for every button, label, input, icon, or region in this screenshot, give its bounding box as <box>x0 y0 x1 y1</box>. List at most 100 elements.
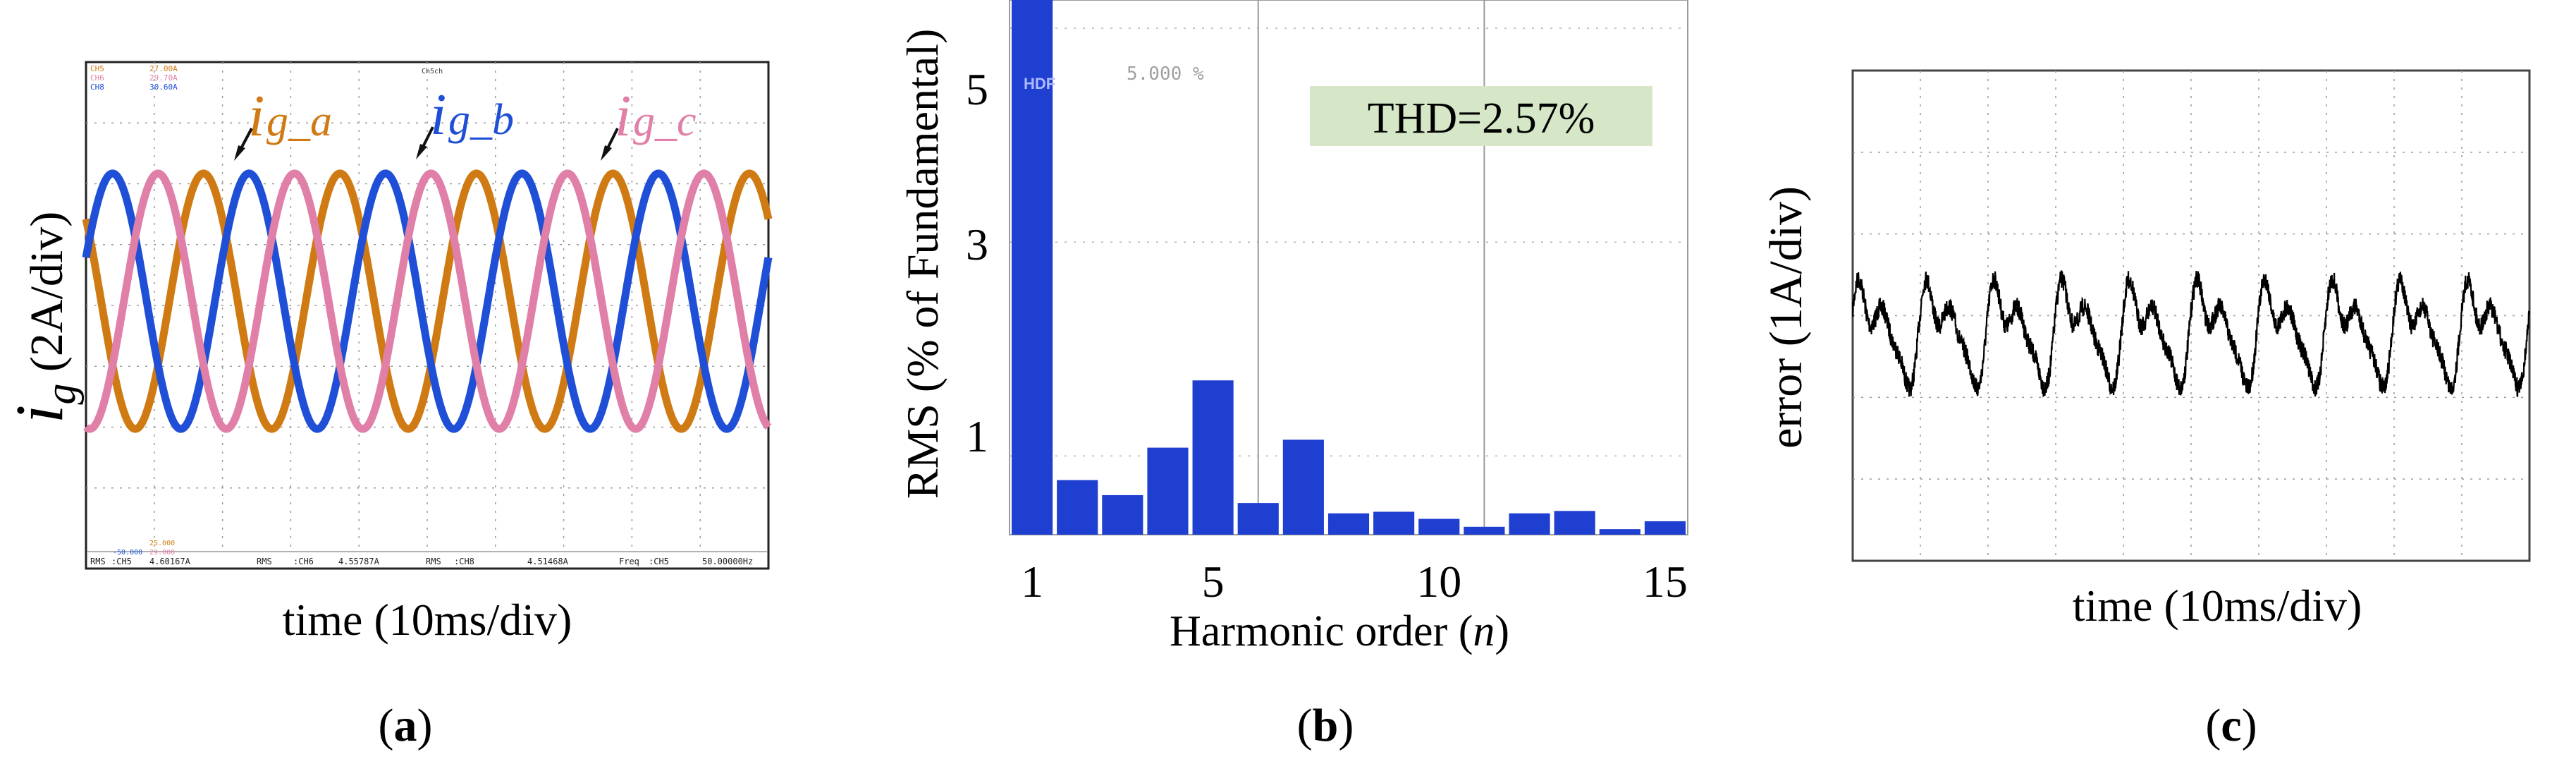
scale-label: 5.000 % <box>1127 63 1204 85</box>
panel-b-xticks: 1 5 10 15 <box>1021 557 1688 607</box>
bar-harmonic-8 <box>1327 513 1370 535</box>
thd-badge <box>1310 86 1652 146</box>
bar-harmonic-14 <box>1599 529 1640 535</box>
panel-b-xlabel-text: Harmonic order ( <box>1170 607 1473 655</box>
panel-b-xtick-label: 1 <box>1021 557 1043 607</box>
arrowhead-ig-b <box>416 144 427 159</box>
panel-b-yticks: 1 3 5 <box>966 64 988 461</box>
panel-b-caption-open: ( <box>1297 700 1313 751</box>
waveform-ig-c <box>82 169 772 433</box>
panel-c-xlabel: time (10ms/div) <box>2073 581 2362 631</box>
panel-b-ytick-label: 1 <box>966 411 988 461</box>
panel-b-xlabel: Harmonic order (n) <box>1170 607 1509 655</box>
panel-a: CH5 CH6 CH8 27.00A 29.70A 30.60A Ch5ch i… <box>1 61 773 751</box>
bar-harmonic-4 <box>1147 447 1189 535</box>
series-label-ig-b-sub: g_b <box>448 96 514 144</box>
readout-rms-ch8-value: 4.51468A <box>527 557 569 566</box>
readout-freq-ch: :CH5 <box>649 557 669 566</box>
panel-b-ylabel: RMS (% of Fundamental) <box>897 29 947 499</box>
panel-b-xlabel-close: ) <box>1495 607 1509 655</box>
panel-a-caption-letter: a <box>394 700 417 751</box>
readout-small-value-3: -50.000 <box>113 549 142 557</box>
channel-tag: Ch5ch <box>422 68 443 75</box>
bar-harmonic-10 <box>1418 518 1460 535</box>
panel-b-plot-frame <box>1009 0 1688 535</box>
panel-c-waveform <box>1851 270 2531 398</box>
readout-rms-ch5-ch: :CH5 <box>111 557 132 566</box>
panel-a-caption: (a) <box>379 700 433 751</box>
readout-rms-ch6-label: RMS <box>257 557 272 566</box>
readout-freq-label: Freq <box>619 557 639 566</box>
series-label-ig-a: i g_a <box>234 83 332 161</box>
readout-small-value-2: 29.000 <box>149 549 175 557</box>
panel-c-caption-open: ( <box>2205 700 2221 751</box>
panel-a-readout: RMS :CH5 4.60167A 25.000 29.000 -50.000 … <box>87 540 767 566</box>
series-label-ig-b-symbol: i <box>430 82 446 147</box>
waveform-ig-b <box>82 169 773 433</box>
panel-b-xtick-label: 10 <box>1416 557 1461 607</box>
bar-harmonic-1 <box>1012 0 1053 535</box>
panel-b-ytick-label: 3 <box>966 219 988 269</box>
panel-a-plot-frame <box>85 61 770 570</box>
hdf-tag: HDF <box>1024 75 1055 92</box>
panel-b-xtick-label: 5 <box>1202 557 1225 607</box>
bar-harmonic-2 <box>1057 480 1098 535</box>
header-code-ch5: CH5 <box>90 64 104 73</box>
series-label-ig-c-symbol: i <box>615 83 631 149</box>
series-label-ig-c: i g_c <box>601 83 697 161</box>
panel-b-bars <box>1012 0 1686 535</box>
thd-label: THD=2.57% <box>1368 95 1595 142</box>
arrowhead-ig-c <box>601 145 612 161</box>
waveform-ig-a <box>82 169 773 433</box>
panel-c: error (1A/div) time (10ms/div) (c) <box>1760 69 2531 751</box>
readout-rms-ch8-ch: :CH8 <box>454 557 474 566</box>
header-value-ch5: 27.00A <box>149 64 178 73</box>
readout-small-value-1: 25.000 <box>149 540 175 547</box>
panel-b-caption-letter: b <box>1313 700 1339 751</box>
readout-rms-ch8-label: RMS <box>426 557 441 566</box>
panel-a-series-labels: i g_a i g_b i g_c <box>234 82 697 161</box>
series-label-ig-b: i g_b <box>416 82 514 159</box>
panel-a-ylabel-sub: g <box>37 384 84 405</box>
bar-harmonic-9 <box>1373 511 1415 535</box>
readout-rms-ch6-ch: :CH6 <box>293 557 314 566</box>
waveform-error <box>1851 270 2531 398</box>
series-label-ig-c-sub: g_c <box>633 97 697 145</box>
panel-b: 1 5 10 15 135 HDF 5.000 % THD=2.57% RMS (% … <box>897 0 1688 751</box>
panel-c-caption-letter: c <box>2221 700 2241 751</box>
panel-a-waveforms <box>82 169 773 433</box>
readout-rms-ch5-value: 4.60167A <box>149 557 191 566</box>
readout-rms-ch6-value: 4.55787A <box>338 557 380 566</box>
header-code-ch6: CH6 <box>90 73 104 83</box>
header-code-ch8: CH8 <box>90 83 104 92</box>
readout-rms-ch5-label: RMS <box>90 557 106 566</box>
panel-b-ytick-label: 5 <box>966 64 988 114</box>
panel-a-ylabel-symbol: i <box>1 405 77 424</box>
bar-harmonic-6 <box>1237 503 1279 535</box>
panel-a-ylabel-unit: (2A/div) <box>21 212 73 384</box>
panel-c-caption: (c) <box>2205 700 2257 751</box>
bar-harmonic-15 <box>1644 521 1686 535</box>
panel-a-caption-open: ( <box>379 700 394 751</box>
series-label-ig-a-symbol: i <box>248 83 264 149</box>
panel-a-xlabel: time (10ms/div) <box>283 595 572 645</box>
panel-a-caption-close: ) <box>417 700 433 751</box>
bar-harmonic-11 <box>1464 526 1505 535</box>
panel-b-xlabel-var: n <box>1473 607 1495 655</box>
bar-harmonic-5 <box>1192 380 1234 535</box>
readout-freq-value: 50.00000Hz <box>702 557 753 566</box>
panel-b-caption-close: ) <box>1338 700 1354 751</box>
series-label-ig-a-sub: g_a <box>266 97 332 145</box>
bar-harmonic-12 <box>1509 513 1550 535</box>
panel-c-caption-close: ) <box>2242 700 2257 751</box>
bar-harmonic-7 <box>1282 439 1324 535</box>
bar-harmonic-13 <box>1554 511 1595 535</box>
header-value-ch6: 29.70A <box>149 73 178 83</box>
panel-c-ylabel: error (1A/div) <box>1760 186 1812 449</box>
panel-a-header: CH5 CH6 CH8 27.00A 29.70A 30.60A Ch5ch <box>90 64 443 92</box>
panel-b-xtick-label: 15 <box>1643 557 1688 607</box>
arrowhead-ig-a <box>234 145 245 161</box>
panel-a-ylabel: ig (2A/div) <box>1 212 84 423</box>
bar-harmonic-3 <box>1102 494 1143 535</box>
